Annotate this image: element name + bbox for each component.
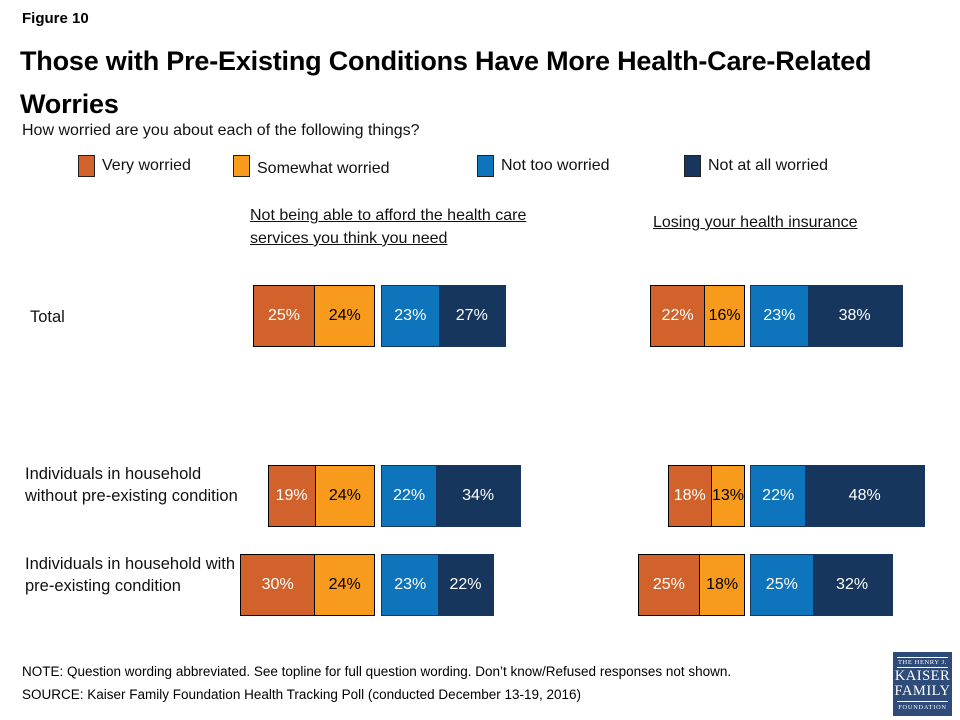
bar-segment-not-too-worried: 22% xyxy=(382,466,437,526)
kaiser-family-foundation-logo: THE HENRY J. KAISER FAMILY FOUNDATION xyxy=(893,652,952,716)
source-text: SOURCE: Kaiser Family Foundation Health … xyxy=(22,687,582,702)
bar-segment-somewhat-worried: 13% xyxy=(711,466,744,526)
somewhat-worried-swatch-icon xyxy=(233,155,250,177)
legend-label: Not too worried xyxy=(501,157,610,174)
logo-line-henry: THE HENRY J. xyxy=(897,657,948,668)
bar-worried-pair: 30% 24% xyxy=(240,554,375,616)
column-header-afford-care: Not being able to afford the health care… xyxy=(250,207,527,247)
question-subtitle: How worried are you about each of the fo… xyxy=(22,122,420,139)
bar-segment-not-too-worried: 23% xyxy=(382,286,439,346)
legend-label: Somewhat worried xyxy=(257,160,390,177)
bar-segment-not-at-all-worried: 34% xyxy=(436,466,520,526)
legend-label: Not at all worried xyxy=(708,157,829,174)
bar-worried-pair: 19% 24% xyxy=(267,465,375,527)
logo-line-family: FAMILY xyxy=(894,683,951,699)
not-too-worried-swatch-icon xyxy=(477,155,494,177)
bar-worried-pair: 25% 24% xyxy=(252,285,375,347)
bar-worried-pair: 18% 13% xyxy=(667,465,745,527)
bar-segment-very-worried: 25% xyxy=(638,555,701,615)
bar-calm-pair: 22% 48% xyxy=(750,465,925,527)
bar-segment-not-too-worried: 23% xyxy=(751,286,808,346)
figure-number: Figure 10 xyxy=(22,10,89,27)
legend-item-not-at-all-worried: Not at all worried xyxy=(684,155,828,177)
bar-calm-pair: 23% 22% xyxy=(381,554,494,616)
note-text: NOTE: Question wording abbreviated. See … xyxy=(22,664,732,679)
bar-segment-somewhat-worried: 16% xyxy=(705,286,744,346)
bar-segment-not-too-worried: 25% xyxy=(751,555,813,615)
column-header-losing-insurance: Losing your health insurance xyxy=(653,214,858,231)
very-worried-swatch-icon xyxy=(78,155,95,177)
legend-label: Very worried xyxy=(102,157,191,174)
logo-line-kaiser: KAISER xyxy=(894,668,951,684)
bar-segment-very-worried: 19% xyxy=(268,466,316,526)
bar-calm-pair: 22% 34% xyxy=(381,465,521,527)
bar-segment-not-at-all-worried: 48% xyxy=(805,466,924,526)
bar-segment-very-worried: 22% xyxy=(651,286,706,346)
legend-item-very-worried: Very worried xyxy=(78,155,191,177)
bar-worried-pair: 25% 18% xyxy=(637,554,745,616)
bar-segment-somewhat-worried: 24% xyxy=(315,286,374,346)
bar-segment-not-at-all-worried: 22% xyxy=(438,555,493,615)
bar-segment-not-at-all-worried: 27% xyxy=(438,286,505,346)
legend-item-somewhat-worried: Somewhat worried xyxy=(233,155,390,178)
row-label-with-preexisting: Individuals in household with pre-existi… xyxy=(25,555,236,595)
bar-segment-somewhat-worried: 24% xyxy=(315,555,374,615)
bar-segment-very-worried: 25% xyxy=(253,286,316,346)
bar-segment-not-too-worried: 23% xyxy=(382,555,439,615)
legend-item-not-too-worried: Not too worried xyxy=(477,155,610,177)
bar-calm-pair: 25% 32% xyxy=(750,554,893,616)
bar-segment-not-at-all-worried: 38% xyxy=(807,286,902,346)
bar-segment-not-at-all-worried: 32% xyxy=(812,555,892,615)
bar-segment-somewhat-worried: 18% xyxy=(700,555,744,615)
bar-segment-very-worried: 18% xyxy=(668,466,712,526)
bar-worried-pair: 22% 16% xyxy=(650,285,745,347)
bar-segment-somewhat-worried: 24% xyxy=(315,466,374,526)
row-label-total: Total xyxy=(30,308,65,326)
bar-calm-pair: 23% 27% xyxy=(381,285,506,347)
logo-line-foundation: FOUNDATION xyxy=(897,701,948,711)
bar-segment-not-too-worried: 22% xyxy=(751,466,806,526)
bar-segment-very-worried: 30% xyxy=(241,555,316,615)
row-label-without-preexisting: Individuals in household without pre-exi… xyxy=(25,465,238,505)
bar-calm-pair: 23% 38% xyxy=(750,285,903,347)
page-title: Those with Pre-Existing Conditions Have … xyxy=(20,46,872,119)
not-at-all-worried-swatch-icon xyxy=(684,155,701,177)
